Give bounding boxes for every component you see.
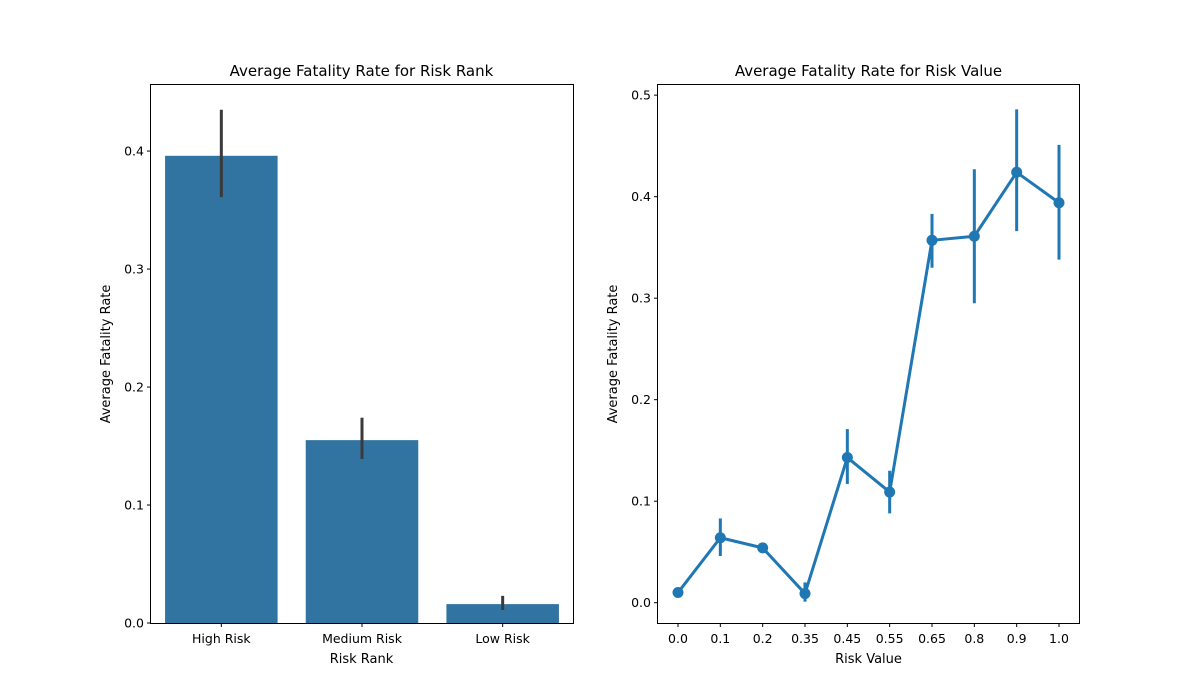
x-tick-label: 0.2: [753, 631, 773, 646]
x-tick-label: High Risk: [192, 631, 251, 646]
risk-value-axes-frame: [657, 84, 1080, 624]
y-tick-label: 0.1: [631, 494, 651, 509]
y-tick-label: 0.4: [631, 189, 651, 204]
bar: [305, 440, 419, 623]
risk-value-point-chart: Average Fatality Rate for Risk Value 0.0…: [606, 62, 1080, 667]
data-point: [841, 452, 853, 464]
x-tick-label: Medium Risk: [322, 631, 403, 646]
risk-value-y-axis-label: Average Fatality Rate: [606, 285, 621, 424]
data-point: [884, 486, 896, 498]
y-tick-label: 0.0: [631, 595, 651, 610]
data-point: [1011, 166, 1023, 178]
y-tick-label: 0.2: [631, 392, 651, 407]
chart-title-risk-value: Average Fatality Rate for Risk Value: [735, 62, 1002, 80]
y-tick-label: 0.2: [124, 380, 144, 395]
data-point: [672, 587, 684, 599]
x-tick-label: 0.8: [964, 631, 984, 646]
bar: [446, 604, 559, 623]
bar: [165, 155, 278, 623]
risk-rank-x-axis-label: Risk Rank: [330, 652, 394, 667]
data-point: [714, 532, 726, 544]
series-line: [676, 170, 1060, 596]
x-tick-label: 0.45: [833, 631, 861, 646]
x-tick-label: 0.1: [710, 631, 730, 646]
x-tick-label: 1.0: [1049, 631, 1069, 646]
x-tick-label: 0.65: [918, 631, 946, 646]
y-tick-label: 0.3: [631, 291, 651, 306]
x-tick-label: Low Risk: [475, 631, 530, 646]
data-point: [926, 234, 938, 246]
y-tick-label: 0.1: [124, 498, 144, 513]
risk-value-x-axis-label: Risk Value: [835, 652, 902, 667]
data-point: [799, 588, 811, 600]
x-tick-label: 0.0: [668, 631, 688, 646]
x-tick-label: 0.35: [791, 631, 819, 646]
risk-rank-axes-frame: [150, 84, 574, 624]
data-point: [757, 542, 769, 554]
x-tick-label: 0.55: [876, 631, 904, 646]
risk-rank-y-axis-label: Average Fatality Rate: [99, 285, 114, 424]
data-point: [1053, 197, 1065, 209]
risk-rank-plot-area: 0.0 0.1 0.2 0.3 0.4 High Risk Medium Risk Low R…: [124, 109, 559, 646]
risk-value-plot-area: 0.0 0.1 0.2 0.3 0.4 0.5 0.0 0.1 0.2 0.35 0.45 0.55 0…: [631, 88, 1069, 646]
chart-title-risk-rank: Average Fatality Rate for Risk Rank: [230, 62, 494, 80]
x-tick-label: 0.9: [1007, 631, 1027, 646]
y-tick-label: 0.0: [124, 616, 144, 631]
y-tick-label: 0.4: [124, 144, 144, 159]
data-point: [968, 230, 980, 242]
risk-rank-bar-chart: Average Fatality Rate for Risk Rank 0.00…: [99, 62, 574, 667]
y-tick-label: 0.3: [124, 262, 144, 277]
y-tick-label: 0.5: [631, 88, 651, 103]
